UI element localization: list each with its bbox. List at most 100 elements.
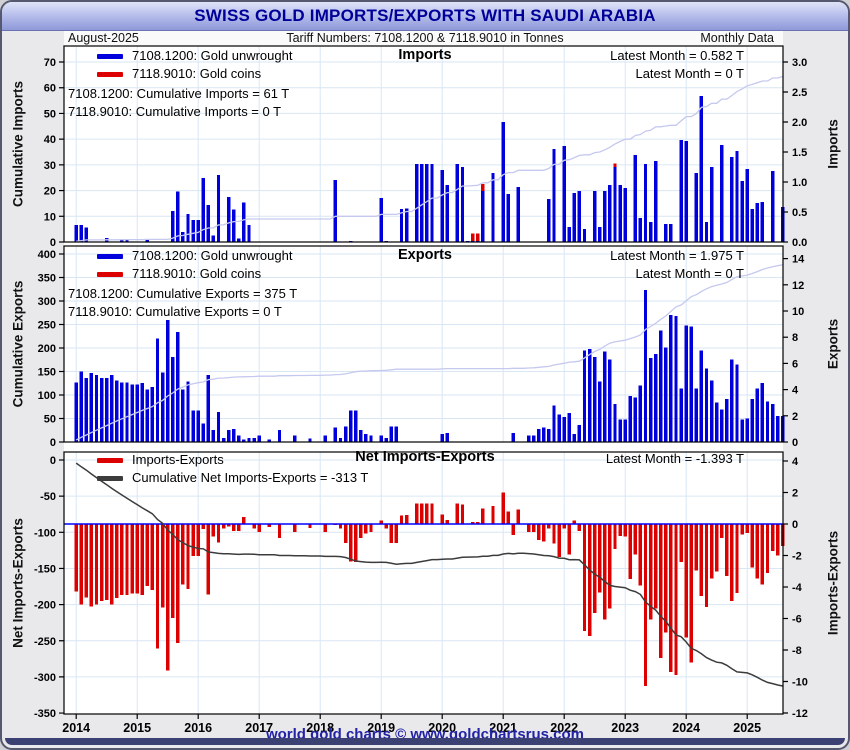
net-bar: [460, 504, 465, 524]
gold-unwrought-bar: [440, 434, 444, 442]
net-bar: [531, 524, 536, 532]
net-bar: [526, 524, 531, 532]
gold-unwrought-bar: [552, 405, 556, 442]
left-tick-label: 250: [38, 320, 56, 332]
gold-unwrought-bar: [775, 415, 780, 442]
gold-unwrought-bar: [384, 438, 388, 442]
gold-unwrought-bar: [592, 191, 597, 242]
net-bar: [257, 524, 261, 532]
net-legend-cumulative-swatch: [97, 476, 123, 481]
net-bar: [618, 524, 622, 536]
gold-unwrought-bar: [684, 141, 688, 242]
left-tick-label: 100: [38, 390, 56, 402]
net-bar: [516, 509, 521, 524]
net-bar: [537, 524, 541, 540]
gold-unwrought-bar: [643, 164, 648, 242]
right-tick-label: 2: [792, 411, 798, 423]
gold-unwrought-bar: [476, 240, 480, 242]
gold-unwrought-bar: [379, 198, 383, 242]
date-label: August-2025: [68, 31, 139, 45]
net-bar: [99, 524, 104, 602]
net-bar: [582, 524, 587, 631]
net-bar: [211, 524, 216, 537]
footer-bar: [5, 738, 845, 745]
exports-coins-cumulative-annotation: 7118.9010: Cumulative Exports = 0 T: [68, 304, 282, 319]
net-bar: [689, 524, 693, 663]
net-bar: [140, 524, 144, 595]
net-bar: [648, 524, 653, 620]
net-bar: [760, 524, 765, 585]
gold-unwrought-bar: [257, 435, 261, 442]
net-bar: [770, 524, 775, 552]
gold-unwrought-bar: [628, 396, 632, 442]
gold-unwrought-bar: [531, 435, 536, 442]
gold-unwrought-bar: [699, 350, 704, 442]
net-bar: [252, 524, 256, 529]
imports-legend-unwrought-swatch: [97, 54, 123, 59]
gold-unwrought-bar: [643, 290, 648, 442]
exports-cumulative-annotation: 7108.1200: Cumulative Exports = 375 T: [68, 286, 298, 301]
net-bar: [415, 503, 419, 524]
net-bar: [725, 524, 729, 576]
chart-header: SWISS GOLD IMPORTS/EXPORTS WITH SAUDI AR…: [2, 2, 848, 31]
gold-unwrought-bar: [460, 167, 465, 242]
gold-unwrought-bar: [740, 419, 744, 442]
gold-unwrought-bar: [755, 203, 760, 242]
gold-unwrought-bar: [145, 239, 150, 242]
gold-unwrought-bar: [638, 218, 643, 242]
gold-unwrought-bar: [481, 191, 485, 242]
gold-unwrought-bar: [237, 435, 241, 442]
gold-unwrought-bar: [694, 173, 699, 242]
gold-coins-bar: [481, 183, 485, 191]
gold-unwrought-bar: [618, 185, 622, 242]
gold-unwrought-bar: [582, 350, 587, 442]
gold-unwrought-bar: [684, 325, 688, 442]
axis-ticks: [59, 253, 788, 443]
net-bar: [84, 524, 89, 598]
right-tick-label: 2: [792, 488, 798, 500]
net-bar: [699, 524, 704, 596]
net-bar: [348, 524, 353, 562]
left-tick-label: -100: [34, 527, 56, 539]
gold-unwrought-bar: [648, 222, 653, 242]
gold-unwrought-bar: [547, 428, 551, 442]
net-bar: [369, 524, 373, 532]
exports-legend-unwrought-swatch: [97, 254, 123, 259]
net-bar: [445, 520, 449, 524]
right-tick-label: 0: [792, 519, 798, 531]
gold-unwrought-bar: [79, 225, 83, 242]
gold-unwrought-bar: [125, 382, 129, 442]
gold-unwrought-bar: [420, 164, 424, 242]
gold-unwrought-bar: [155, 338, 160, 442]
gold-unwrought-bar: [389, 426, 394, 442]
net-bar: [613, 524, 617, 550]
gold-unwrought-bar: [755, 388, 760, 442]
net-bar: [216, 524, 221, 543]
exports-panel: 0 50 100 150 200 250 300 350 400 0 2 4 6 8 10 12 14: [38, 245, 805, 449]
gold-unwrought-bar: [201, 423, 205, 442]
left-tick-label: 0: [50, 437, 56, 449]
left-tick-label: 50: [44, 414, 56, 426]
gold-unwrought-bar: [526, 435, 531, 442]
net-bar: [277, 524, 282, 539]
left-tick-label: 10: [44, 211, 56, 223]
net-legend-bars-swatch: [97, 458, 123, 463]
year-label: 2020: [428, 721, 456, 735]
left-tick-label: 200: [38, 343, 56, 355]
right-tick-label: 10: [792, 306, 804, 318]
left-tick-label: 40: [44, 134, 56, 146]
net-bar: [714, 524, 719, 572]
year-label: 2019: [367, 721, 395, 735]
gold-unwrought-bar: [455, 164, 460, 242]
gold-unwrought-bar: [572, 434, 577, 442]
right-tick-label: -6: [792, 614, 802, 626]
net-bar: [628, 524, 632, 580]
net-legend-cumulative-label: Cumulative Net Imports-Exports = -313 T: [132, 470, 369, 485]
net-bar: [104, 524, 109, 601]
net-bar: [379, 520, 383, 524]
panel-border: [63, 245, 784, 443]
gold-unwrought-bar: [84, 377, 89, 442]
gold-unwrought-bar: [94, 375, 99, 442]
gold-unwrought-bar: [308, 438, 312, 442]
